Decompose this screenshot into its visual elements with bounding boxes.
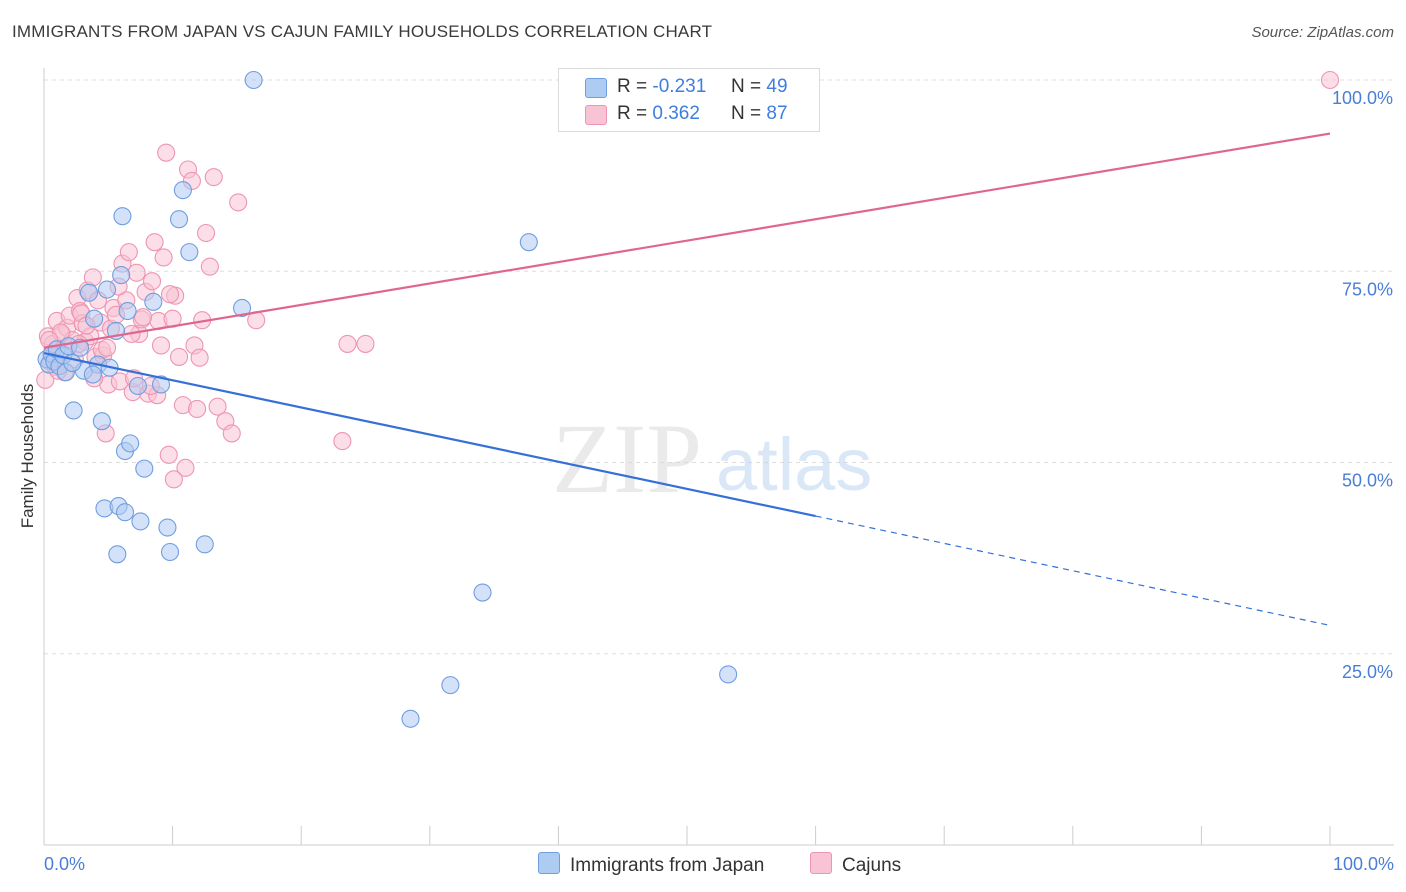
- y-axis-title: Family Households: [18, 384, 37, 529]
- cajun-point: [133, 308, 153, 327]
- japan-trend-line-extension: [815, 515, 1331, 627]
- cajun-point: [97, 338, 117, 357]
- legend-row-japan: R = -0.231 N = 49: [559, 74, 819, 100]
- cajun-point: [196, 223, 216, 243]
- japan-point: [180, 243, 199, 262]
- japan-point: [158, 518, 177, 537]
- series-swatch-cajun: [810, 852, 832, 874]
- japan-point: [244, 70, 263, 90]
- japan-point: [128, 376, 147, 396]
- cajun-point: [169, 347, 189, 366]
- legend-r-label: R =: [617, 103, 648, 124]
- cajun-point: [229, 193, 248, 212]
- japan-point: [108, 545, 127, 564]
- cajun-point: [208, 397, 227, 416]
- legend-swatch-japan: [585, 78, 607, 98]
- cajun-point: [157, 143, 176, 162]
- trend-lines: [43, 132, 1331, 627]
- cajun-point: [187, 399, 207, 419]
- cajun-point: [176, 458, 195, 477]
- japan-point: [719, 665, 738, 684]
- cajun-point: [83, 268, 102, 287]
- y-tick-label: 25.0%: [1342, 662, 1393, 682]
- japan-point: [135, 459, 154, 478]
- japan-point: [169, 210, 189, 229]
- y-tick-label: 100.0%: [1332, 88, 1393, 108]
- legend-n-value-japan: 49: [766, 76, 788, 97]
- chart-title: IMMIGRANTS FROM JAPAN VS CAJUN FAMILY HO…: [12, 22, 713, 41]
- japan-trend-line: [43, 352, 816, 518]
- cajun-point: [200, 257, 219, 276]
- series-label-japan: Immigrants from Japan: [570, 855, 765, 876]
- cajun-point: [204, 168, 223, 187]
- japan-point: [232, 298, 252, 318]
- source-label: Source: ZipAtlas.com: [1251, 24, 1394, 41]
- watermark: ZIP atlas: [552, 403, 872, 514]
- japan-point: [121, 434, 140, 453]
- japan-point: [401, 709, 420, 728]
- watermark-atlas: atlas: [716, 423, 872, 506]
- axes: [43, 68, 1394, 846]
- japan-point: [115, 503, 135, 522]
- x-tick-label-max: 100.0%: [1333, 854, 1394, 874]
- japan-point: [79, 283, 99, 302]
- correlation-legend: R = -0.231 N = 49 R = 0.362 N = 87: [558, 68, 820, 132]
- cajun-point: [127, 263, 146, 282]
- japan-point: [64, 401, 83, 420]
- japan-point: [112, 266, 131, 285]
- japan-point: [473, 583, 492, 602]
- cajun-point: [356, 334, 375, 353]
- japan-point: [173, 181, 192, 200]
- japan-point: [519, 233, 538, 252]
- x-tick-label-min: 0.0%: [44, 854, 85, 874]
- cajun-point: [119, 243, 138, 262]
- y-tick-label: 75.0%: [1342, 279, 1393, 299]
- cajun-point: [154, 248, 173, 267]
- series-swatch-japan: [538, 852, 560, 874]
- japan-point: [195, 535, 214, 554]
- y-tick-labels: 25.0% 50.0% 75.0% 100.0%: [1332, 88, 1393, 682]
- cajun-point: [338, 334, 357, 353]
- watermark-zip: ZIP: [552, 403, 702, 514]
- legend-r-value-japan: -0.231: [652, 76, 707, 97]
- japan-point: [97, 280, 117, 299]
- legend-n-value-cajun: 87: [766, 103, 788, 124]
- cajun-point: [190, 348, 209, 367]
- japan-point: [113, 207, 132, 226]
- japan-point: [118, 301, 137, 321]
- cajun-point: [222, 424, 241, 443]
- cajun-point: [164, 470, 183, 489]
- cajun-point: [151, 336, 171, 355]
- legend-r-label: R =: [617, 76, 648, 97]
- japan-point: [441, 676, 460, 695]
- y-tick-label: 50.0%: [1342, 471, 1393, 491]
- series-legend: Immigrants from Japan Cajuns: [0, 850, 1406, 880]
- legend-r-value-cajun: 0.362: [652, 103, 700, 124]
- japan-point: [144, 292, 163, 311]
- cajun-point: [142, 272, 162, 291]
- japan-point: [92, 412, 111, 431]
- japan-point: [131, 512, 150, 531]
- japan-point: [160, 542, 180, 562]
- legend-swatch-cajun: [585, 105, 607, 125]
- cajun-point: [1320, 70, 1340, 90]
- cajun-trend-line: [43, 132, 1331, 349]
- series-legend-cajun[interactable]: Cajuns: [810, 852, 901, 877]
- legend-n-label: N =: [731, 103, 762, 124]
- cajun-point: [160, 285, 180, 304]
- cajun-point: [333, 432, 352, 451]
- legend-n-label: N =: [731, 76, 762, 97]
- japan-point: [151, 375, 171, 394]
- japan-point: [83, 365, 102, 384]
- cajun-point: [145, 233, 164, 252]
- cajun-point: [159, 445, 178, 464]
- legend-row-cajun: R = 0.362 N = 87: [559, 101, 819, 127]
- japan-point: [85, 309, 104, 328]
- series-label-cajun: Cajuns: [842, 855, 902, 876]
- series-legend-japan[interactable]: Immigrants from Japan: [538, 852, 764, 877]
